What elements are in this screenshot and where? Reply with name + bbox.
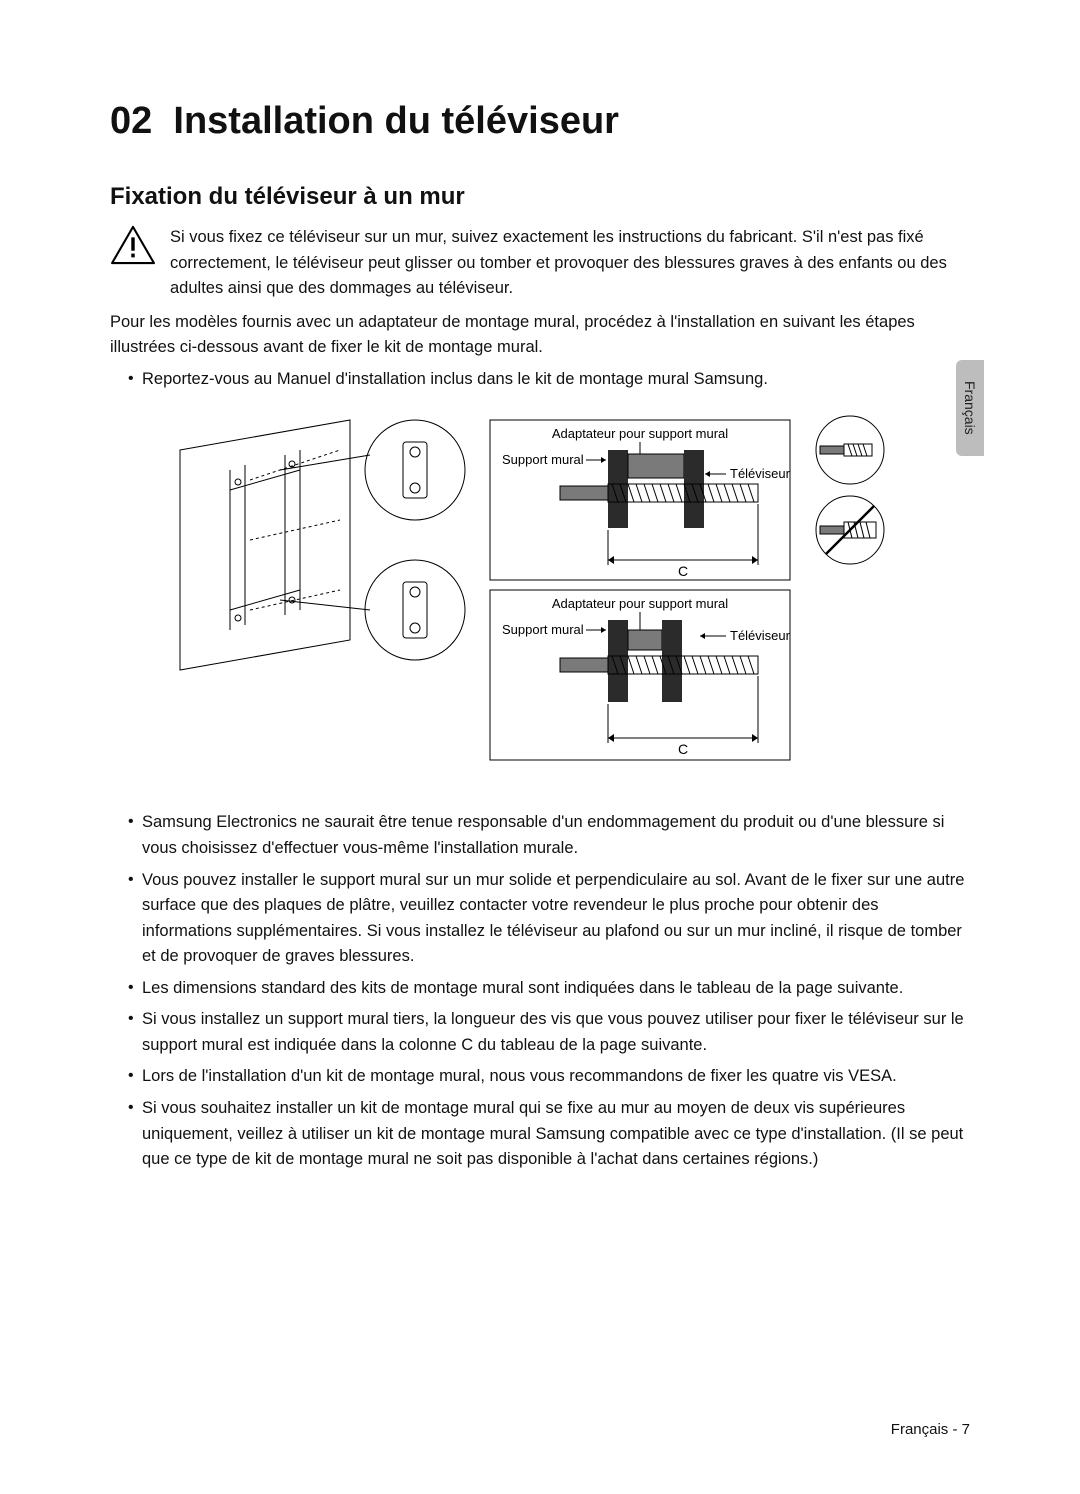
list-item: Vous pouvez installer le support mural s… xyxy=(128,868,970,970)
list-item: Reportez-vous au Manuel d'installation i… xyxy=(128,367,970,393)
diagram-label-tv: Téléviseur xyxy=(730,628,791,643)
footer-lang: Français xyxy=(891,1421,949,1438)
list-item: Si vous installez un support mural tiers… xyxy=(128,1007,970,1058)
list-item: Les dimensions standard des kits de mont… xyxy=(128,976,970,1002)
diagram-label-c: C xyxy=(678,741,688,757)
chapter-title: Installation du téléviseur xyxy=(173,100,619,142)
language-tab-label: Français xyxy=(962,381,978,435)
warning-block: Si vous fixez ce téléviseur sur un mur, … xyxy=(110,225,970,302)
list-item: Lors de l'installation d'un kit de monta… xyxy=(128,1064,970,1090)
diagram-label-tv: Téléviseur xyxy=(730,466,791,481)
footer-page: 7 xyxy=(962,1421,970,1438)
warning-text: Si vous fixez ce téléviseur sur un mur, … xyxy=(170,225,970,302)
footer-sep: - xyxy=(948,1421,961,1438)
diagram-label-c: C xyxy=(678,563,688,579)
list-item: Si vous souhaitez installer un kit de mo… xyxy=(128,1096,970,1173)
section-heading: Fixation du téléviseur à un mur xyxy=(110,183,970,211)
notes-list: Samsung Electronics ne saurait être tenu… xyxy=(110,810,970,1172)
diagram-label-adapter: Adaptateur pour support mural xyxy=(552,596,728,611)
mounting-diagram: Adaptateur pour support mural Support mu… xyxy=(110,410,970,770)
page-footer: Français - 7 xyxy=(891,1421,970,1438)
intro-bullet-list: Reportez-vous au Manuel d'installation i… xyxy=(110,367,970,393)
manual-page: 02 Installation du téléviseur Fixation d… xyxy=(0,0,1080,1494)
diagram-label-adapter: Adaptateur pour support mural xyxy=(552,426,728,441)
diagram-label-mount: Support mural xyxy=(502,452,584,467)
intro-paragraph: Pour les modèles fournis avec un adaptat… xyxy=(110,310,970,361)
list-item: Samsung Electronics ne saurait être tenu… xyxy=(128,810,970,861)
diagram-label-mount: Support mural xyxy=(502,622,584,637)
chapter-heading: 02 Installation du téléviseur xyxy=(110,100,970,143)
warning-icon xyxy=(110,225,156,270)
chapter-number: 02 xyxy=(110,100,152,142)
language-tab: Français xyxy=(956,360,984,456)
